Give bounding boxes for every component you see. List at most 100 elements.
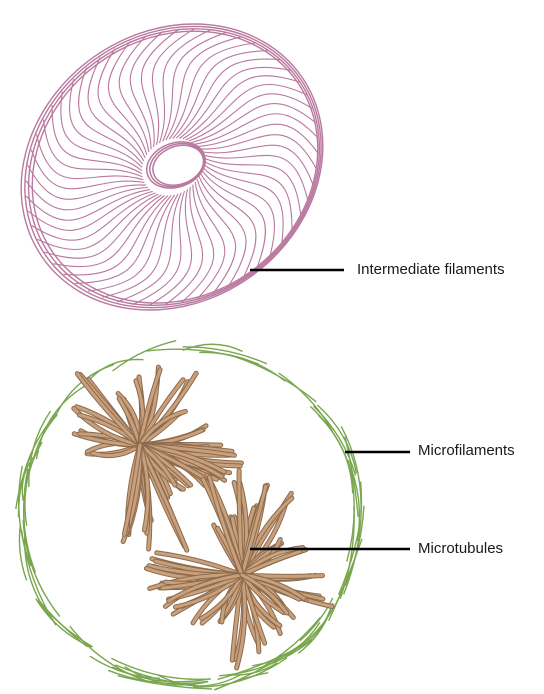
cell-membrane-outline [24, 25, 322, 309]
intermediate-filament-strand [118, 35, 150, 153]
intermediate-filament-strand [201, 166, 276, 256]
intermediate-filament-strand [185, 83, 307, 141]
intermediate-filament-strand [162, 31, 228, 142]
intermediate-filament-strand [148, 188, 192, 307]
intermediate-filament-strand [164, 186, 204, 306]
intermediate-filament-strand [42, 119, 143, 178]
intermediate-filament-strand [195, 123, 319, 154]
intermediate-filament-strand [198, 175, 247, 286]
microfilament-strand [117, 675, 213, 690]
intermediate-filament-strand [63, 195, 169, 276]
microfilament-strand [24, 441, 43, 526]
intermediate-filament-strand [25, 180, 149, 211]
microtubule-aster-upper [71, 364, 244, 553]
microfilament-strand [299, 597, 334, 642]
intermediate-filament-strand [108, 40, 148, 156]
microfilament-strand [146, 348, 260, 365]
microfilament-strand [23, 468, 29, 523]
intermediate-filament-strand [37, 193, 159, 251]
microfilament-strand [35, 386, 84, 460]
microfilament-strand [69, 625, 154, 684]
microfilament-strand [344, 505, 365, 587]
microfilament-strand [35, 599, 92, 648]
intermediate-filament-strand [27, 164, 147, 200]
microfilament-strand [89, 655, 161, 680]
microfilament-strand [54, 363, 115, 418]
intermediate-filament-strand [152, 27, 196, 146]
intermediate-filament-strand [199, 172, 257, 277]
intermediate-filament-strand [175, 58, 281, 139]
microfilament-strand [20, 529, 57, 626]
microfilament-strand [337, 523, 361, 596]
intermediate-filament-strand [88, 194, 176, 292]
microfilament-strand [192, 657, 288, 688]
intermediate-filament-strand [140, 28, 180, 148]
microfilament-strand [199, 351, 286, 382]
microfilament-strand [112, 340, 177, 372]
microtubule-rod [235, 573, 247, 670]
intermediate-filament-strand [75, 195, 172, 284]
intermediate-filament-strand [180, 184, 215, 304]
intermediate-filament-strand [182, 75, 300, 140]
intermediate-filament-strand [201, 162, 284, 243]
microfilament-strand [21, 450, 40, 501]
nucleus-outline [149, 142, 206, 188]
intermediate-filament-strand [68, 78, 143, 168]
intermediate-filament-strand [60, 91, 143, 172]
microfilament-strand [278, 372, 334, 432]
microfilament-strand [28, 410, 52, 488]
microfilament-strand [346, 459, 355, 562]
nucleus-outline [146, 141, 206, 189]
microfilament-strand [22, 520, 61, 617]
intermediate-filament-strand [165, 36, 242, 141]
intermediate-filament-strand [25, 189, 151, 221]
microfilaments-label: Microfilaments [418, 442, 515, 459]
intermediate-filament-strand [201, 159, 293, 229]
intermediate-filament-strand [197, 134, 317, 170]
microfilament-strand [182, 343, 243, 353]
microtubule-rod [240, 573, 289, 615]
intermediate-filament-strand [158, 28, 212, 144]
intermediate-filaments-cell [20, 23, 324, 311]
intermediate-filament-strand [87, 57, 145, 162]
microtubule-rod [240, 550, 302, 577]
intermediate-filament-strand [129, 30, 164, 150]
microfilament-strand [214, 642, 304, 691]
cell-membrane-outline [20, 23, 324, 311]
intermediate-filament-strand [188, 93, 313, 142]
intermediate-filament-strand [30, 149, 145, 190]
microtubule-aster-lower [143, 468, 335, 671]
intermediate-filament-strand [102, 193, 179, 298]
intermediate-filament-strand [51, 105, 143, 175]
intermediate-filament-strand [191, 103, 317, 144]
intermediate-filament-strand [27, 190, 153, 231]
microfilament-strand [340, 425, 362, 514]
intermediate-filament-strand [201, 156, 302, 215]
intermediate-filament-strand [200, 169, 266, 267]
intermediate-filament-strand [196, 178, 236, 294]
microtubule-rod [207, 475, 244, 577]
microtubule-rod [75, 372, 142, 447]
intermediate-filament-strand [194, 181, 226, 299]
intermediate-filament-strand [199, 144, 314, 185]
intermediate-filament-strand [132, 190, 186, 306]
microfilament-strand [107, 669, 209, 685]
microfilament-strand [284, 578, 347, 658]
microfilament-strand [18, 523, 28, 581]
intermediate-filament-strand [78, 67, 144, 165]
microtubule-rod [240, 484, 268, 577]
microfilament-strand [24, 531, 56, 624]
microfilament-strand [182, 346, 268, 365]
intermediate-filament-strand [168, 42, 256, 140]
intermediate-filament-strand [53, 195, 165, 268]
intermediate-filament-strand [200, 153, 309, 200]
intermediate-filament-strand [172, 50, 269, 139]
microtubule-rod [167, 573, 244, 603]
microfilament-strand [231, 354, 317, 403]
microtubules-label: Microtubules [418, 540, 504, 557]
intermediate-filament-strand [35, 134, 144, 181]
intermediate-filament-strand [179, 66, 291, 139]
microfilament-strand [344, 436, 359, 518]
intermediate-filament-strand [97, 48, 146, 159]
intermediate-filament-strand [31, 192, 156, 241]
